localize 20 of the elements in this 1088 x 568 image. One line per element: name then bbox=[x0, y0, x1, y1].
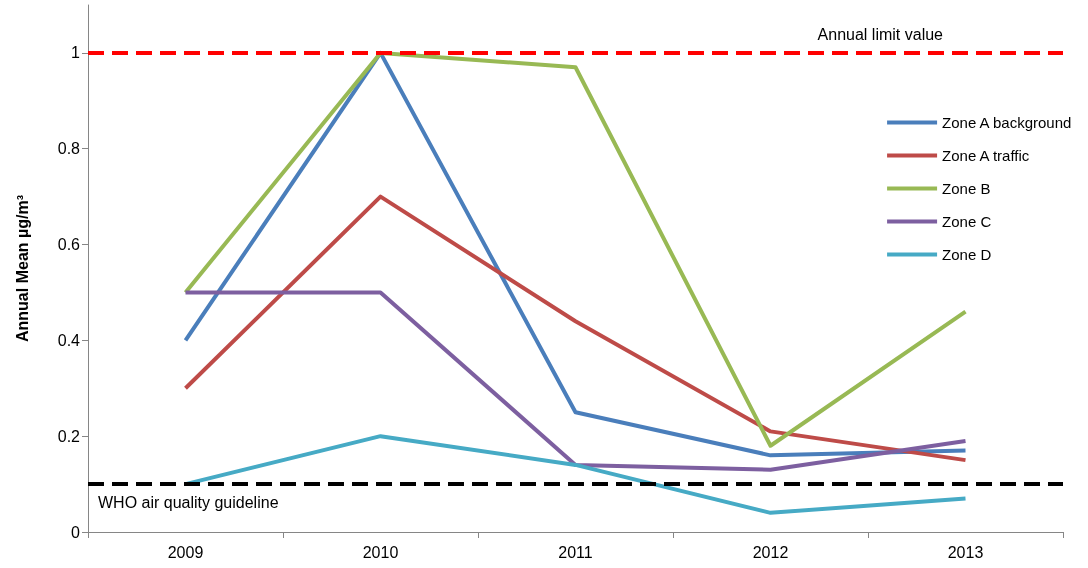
x-tick-label: 2009 bbox=[167, 543, 204, 561]
x-tick-label: 2010 bbox=[362, 543, 399, 561]
legend-label: Zone C bbox=[942, 213, 992, 230]
y-axis-title: Annual Mean µg/m³ bbox=[13, 195, 31, 342]
y-tick-label: 1 bbox=[71, 44, 81, 62]
y-tick-label: 0.6 bbox=[57, 236, 81, 254]
x-tick-label: 2011 bbox=[558, 543, 593, 561]
y-tick-label: 0.2 bbox=[57, 427, 81, 445]
x-tick-label: 2012 bbox=[752, 543, 789, 561]
ref-line-label: WHO air quality guideline bbox=[98, 493, 279, 511]
legend-label: Zone A background bbox=[942, 114, 1072, 131]
legend-label: Zone B bbox=[942, 180, 991, 197]
y-tick-label: 0.8 bbox=[57, 140, 81, 158]
x-tick-label: 2013 bbox=[947, 543, 984, 561]
ref-line-label: Annual limit value bbox=[817, 26, 944, 44]
legend-label: Zone A traffic bbox=[942, 147, 1030, 164]
legend-label: Zone D bbox=[942, 246, 992, 263]
y-tick-label: 0.4 bbox=[57, 331, 81, 349]
y-tick-label: 0 bbox=[71, 523, 81, 541]
line-series bbox=[183, 290, 968, 472]
